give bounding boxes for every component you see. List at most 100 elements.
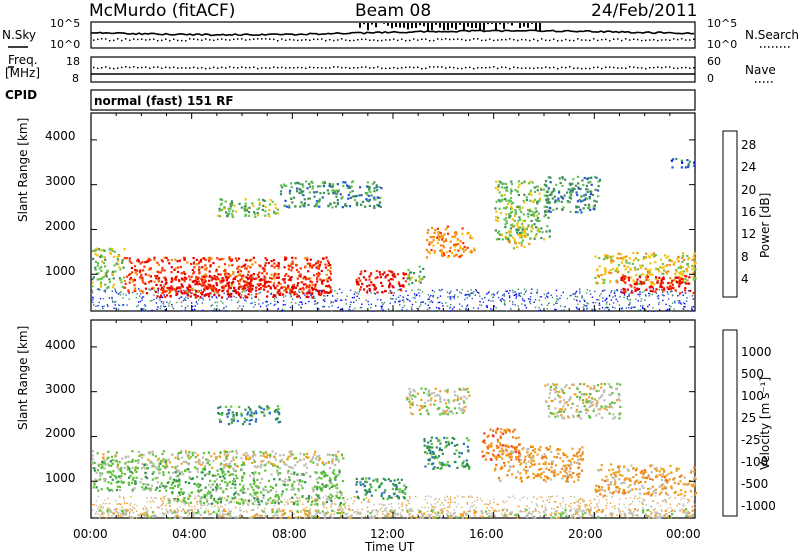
echo-cell	[390, 496, 393, 499]
echo-cell	[137, 260, 141, 263]
echo-cell	[510, 189, 513, 193]
speckle-point	[642, 304, 644, 307]
echo-cell	[201, 496, 204, 499]
speckle-point	[98, 517, 101, 519]
echo-cell	[342, 457, 345, 460]
echo-cell	[213, 277, 216, 280]
speckle-point	[229, 310, 232, 312]
echo-cell	[296, 181, 299, 184]
echo-cell	[253, 465, 256, 468]
speckle-point	[668, 497, 670, 500]
echo-cell	[360, 286, 363, 289]
speckle-point	[160, 305, 162, 307]
speckle-point	[318, 516, 321, 518]
speckle-point	[495, 307, 497, 309]
speckle-point	[575, 292, 577, 294]
echo-cell	[315, 499, 318, 502]
speckle-point	[432, 294, 435, 297]
speckle-point	[345, 501, 347, 503]
echo-cell	[243, 209, 247, 212]
echo-cell	[107, 481, 110, 484]
echo-cell	[177, 453, 180, 456]
echo-cell	[687, 164, 690, 167]
speckle-point	[372, 509, 374, 511]
echo-cell	[152, 462, 155, 465]
speckle-point	[460, 292, 463, 294]
echo-cell	[160, 286, 164, 290]
echo-cell	[521, 228, 524, 231]
speckle-point	[200, 504, 202, 507]
echo-cell	[220, 462, 223, 465]
echo-cell	[205, 472, 209, 475]
speckle-point	[180, 500, 182, 503]
echo-cell	[135, 470, 138, 473]
speckle-point	[682, 503, 685, 505]
speckle-point	[551, 508, 553, 510]
speckle-point	[420, 301, 422, 304]
echo-cell	[313, 453, 316, 456]
speckle-point	[283, 296, 285, 298]
speckle-point	[140, 293, 142, 295]
speckle-point	[438, 310, 440, 312]
echo-cell	[534, 235, 537, 238]
echo-cell	[371, 182, 374, 186]
echo-cell	[111, 270, 115, 273]
speckle-point	[521, 303, 523, 305]
echo-cell	[176, 498, 179, 501]
echo-cell	[327, 205, 330, 208]
speckle-point	[101, 510, 103, 512]
speckle-point	[184, 309, 186, 311]
echo-cell	[242, 484, 245, 487]
echo-cell	[622, 273, 625, 276]
echo-cell	[401, 491, 404, 494]
echo-cell	[106, 456, 109, 459]
echo-cell	[287, 502, 290, 505]
echo-cell	[401, 284, 404, 287]
power-cbar-tick-20: 20	[741, 183, 757, 197]
speckle-point	[403, 304, 406, 307]
echo-cell	[135, 273, 138, 276]
echo-cell	[207, 283, 210, 286]
speckle-point	[358, 291, 360, 293]
speckle-point	[582, 498, 584, 500]
echo-cell	[272, 284, 275, 287]
speckle-point	[473, 291, 475, 293]
echo-cell	[134, 467, 137, 470]
echo-cell	[239, 278, 242, 281]
speckle-point	[99, 514, 101, 516]
echo-cell	[621, 258, 624, 261]
echo-cell	[226, 289, 229, 293]
speckle-point	[224, 310, 227, 312]
speckle-point	[432, 296, 434, 298]
echo-cell	[245, 209, 249, 212]
echo-cell	[661, 262, 664, 266]
echo-cell	[615, 280, 618, 283]
echo-cell	[331, 460, 334, 463]
echo-cell	[210, 284, 213, 287]
speckle-point	[681, 291, 684, 293]
echo-cell	[220, 258, 223, 261]
echo-cell	[178, 286, 181, 289]
echo-cell	[162, 465, 165, 468]
echo-cell	[317, 271, 320, 274]
speckle-point	[557, 299, 559, 301]
speckle-point	[489, 500, 491, 502]
echo-cell	[218, 258, 221, 261]
echo-cell	[383, 491, 386, 494]
speckle-point	[464, 298, 466, 301]
echo-cell	[144, 475, 147, 478]
echo-cell	[318, 476, 321, 479]
echo-cell	[590, 183, 593, 186]
echo-cell	[279, 467, 282, 470]
echo-cell	[434, 229, 437, 232]
echo-cell	[441, 234, 444, 237]
speckle-point	[368, 499, 370, 501]
echo-cell	[111, 478, 114, 481]
speckle-point	[554, 516, 556, 518]
echo-cell	[407, 283, 411, 286]
speckle-point	[184, 504, 186, 506]
speckle-point	[433, 291, 435, 293]
speckle-point	[297, 516, 300, 518]
echo-cell	[437, 238, 440, 241]
speckle-point	[293, 513, 295, 515]
